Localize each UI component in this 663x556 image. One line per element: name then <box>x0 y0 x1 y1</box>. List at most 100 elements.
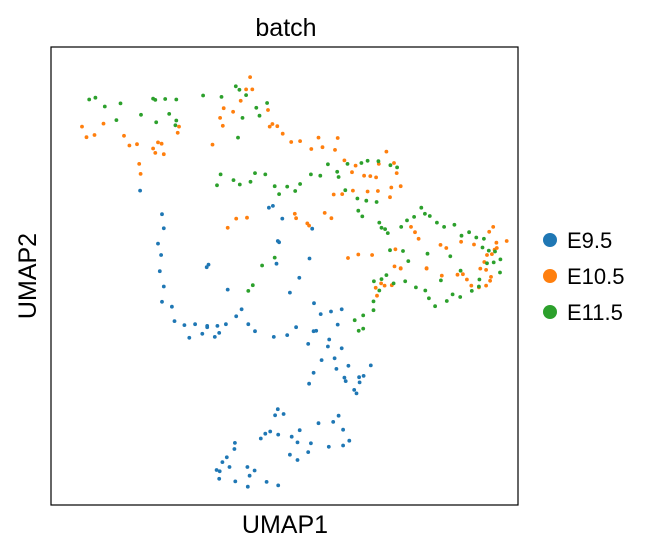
scatter-point-e11-5-107 <box>448 254 453 259</box>
scatter-point-e9-5-64 <box>354 391 359 396</box>
scatter-point-e9-5-15 <box>239 307 244 312</box>
scatter-point-e10-5-90 <box>490 252 494 256</box>
scatter-point-e10-5-78 <box>455 272 460 277</box>
scatter-point-e10-5-44 <box>384 149 389 154</box>
scatter-point-e11-5-95 <box>246 289 251 293</box>
scatter-point-e9-5-53 <box>311 370 316 375</box>
scatter-point-e9-5-46 <box>285 333 290 337</box>
legend-label-e11-5: E11.5 <box>567 300 623 325</box>
scatter-point-e10-5-100 <box>438 243 443 247</box>
scatter-point-e10-5-84 <box>488 278 492 283</box>
scatter-point-e11-5-35 <box>298 182 302 186</box>
scatter-point-e10-5-48 <box>389 185 394 190</box>
scatter-point-e10-5-72 <box>373 285 378 290</box>
scatter-point-e11-5-32 <box>277 192 281 197</box>
scatter-point-e10-5-85 <box>489 275 493 279</box>
scatter-point-e9-5-0 <box>138 188 143 193</box>
scatter-point-e10-5-52 <box>351 188 355 193</box>
scatter-point-e11-5-81 <box>423 288 428 293</box>
scatter-point-e9-5-35 <box>297 275 302 280</box>
scatter-point-e11-5-52 <box>383 227 387 232</box>
scatter-point-e9-5-71 <box>289 434 294 439</box>
scatter-point-e9-5-83 <box>295 458 300 462</box>
scatter-point-e10-5-95 <box>504 239 509 243</box>
scatter-point-e11-5-0 <box>87 97 92 102</box>
scatter-point-e11-5-67 <box>482 236 486 241</box>
scatter-point-e9-5-3 <box>156 241 160 246</box>
scatter-point-e10-5-35 <box>335 136 340 140</box>
scatter-point-e10-5-102 <box>413 230 417 235</box>
scatter-point-e10-5-47 <box>398 184 403 189</box>
scatter-point-e11-5-24 <box>218 172 223 177</box>
scatter-point-e11-5-21 <box>265 101 269 105</box>
scatter-point-e10-5-79 <box>461 272 465 277</box>
scatter-point-e11-5-34 <box>293 189 298 193</box>
scatter-point-e10-5-13 <box>137 162 142 166</box>
scatter-point-e11-5-90 <box>371 308 376 313</box>
scatter-point-e9-5-50 <box>339 346 344 351</box>
scatter-point-e10-5-93 <box>487 229 492 234</box>
scatter-point-e9-5-73 <box>316 421 321 426</box>
scatter-point-e10-5-61 <box>234 216 239 221</box>
scatter-point-e10-5-19 <box>221 106 226 111</box>
scatter-point-e10-5-41 <box>368 174 373 179</box>
scatter-point-e9-5-1 <box>160 212 164 217</box>
scatter-point-e11-5-62 <box>452 222 457 227</box>
scatter-point-e9-5-87 <box>232 447 237 451</box>
scatter-point-e10-5-22 <box>244 87 249 92</box>
scatter-point-e9-5-91 <box>227 465 232 469</box>
scatter-point-e11-5-66 <box>480 245 485 250</box>
scatter-point-e9-5-65 <box>275 407 280 412</box>
scatter-point-e9-5-80 <box>309 441 313 446</box>
scatter-point-e10-5-77 <box>439 273 444 278</box>
scatter-point-e11-5-10 <box>174 118 179 123</box>
scatter-point-e9-5-9 <box>172 319 177 323</box>
scatter-point-e10-5-59 <box>292 211 297 216</box>
scatter-point-e9-5-29 <box>275 239 280 243</box>
scatter-point-e10-5-67 <box>392 264 397 269</box>
scatter-point-e11-5-83 <box>403 279 408 284</box>
x-axis-label: UMAP1 <box>242 511 328 539</box>
scatter-point-e11-5-70 <box>498 257 503 262</box>
scatter-point-e9-5-58 <box>343 379 348 383</box>
scatter-point-e9-5-31 <box>271 204 275 208</box>
scatter-point-e11-5-9 <box>174 97 179 102</box>
scatter-point-e11-5-59 <box>427 214 432 218</box>
scatter-point-e10-5-7 <box>151 146 156 151</box>
scatter-point-e11-5-54 <box>399 225 404 229</box>
scatter-point-e9-5-92 <box>217 469 222 474</box>
scatter-point-e10-5-62 <box>225 225 230 230</box>
scatter-point-e9-5-21 <box>217 331 222 335</box>
scatter-point-e10-5-46 <box>394 171 399 176</box>
scatter-point-e10-5-49 <box>388 195 392 200</box>
scatter-point-e10-5-58 <box>294 216 298 221</box>
scatter-point-e11-5-1 <box>93 95 98 100</box>
scatter-point-e11-5-55 <box>405 218 409 223</box>
scatter-point-e11-5-19 <box>254 105 259 110</box>
scatter-point-e9-5-78 <box>341 443 345 448</box>
scatter-point-e11-5-103 <box>498 270 502 275</box>
scatter-point-e10-5-21 <box>238 98 243 103</box>
scatter-point-e11-5-25 <box>215 183 219 188</box>
scatter-point-e11-5-73 <box>477 277 482 282</box>
scatter-point-e11-5-5 <box>139 112 143 117</box>
scatter-point-e9-5-84 <box>288 452 292 457</box>
scatter-point-e9-5-36 <box>288 290 292 295</box>
scatter-point-e11-5-16 <box>233 84 238 89</box>
scatter-point-e9-5-42 <box>327 337 332 342</box>
scatter-point-e10-5-3 <box>101 121 106 126</box>
scatter-point-e9-5-49 <box>326 344 330 349</box>
scatter-point-e11-5-89 <box>371 299 376 304</box>
scatter-point-e11-5-108 <box>458 268 463 273</box>
scatter-point-e11-5-30 <box>263 172 268 177</box>
scatter-point-e9-5-85 <box>258 436 263 441</box>
scatter-point-e11-5-80 <box>427 296 431 301</box>
scatter-point-e10-5-40 <box>362 173 366 178</box>
scatter-point-e9-5-6 <box>161 284 166 289</box>
scatter-points <box>80 75 509 489</box>
scatter-point-e11-5-31 <box>272 184 277 189</box>
legend-label-e9-5: E9.5 <box>567 228 612 253</box>
scatter-point-e11-5-56 <box>412 215 416 219</box>
scatter-point-e11-5-29 <box>253 171 257 176</box>
scatter-point-e11-5-3 <box>118 101 123 106</box>
